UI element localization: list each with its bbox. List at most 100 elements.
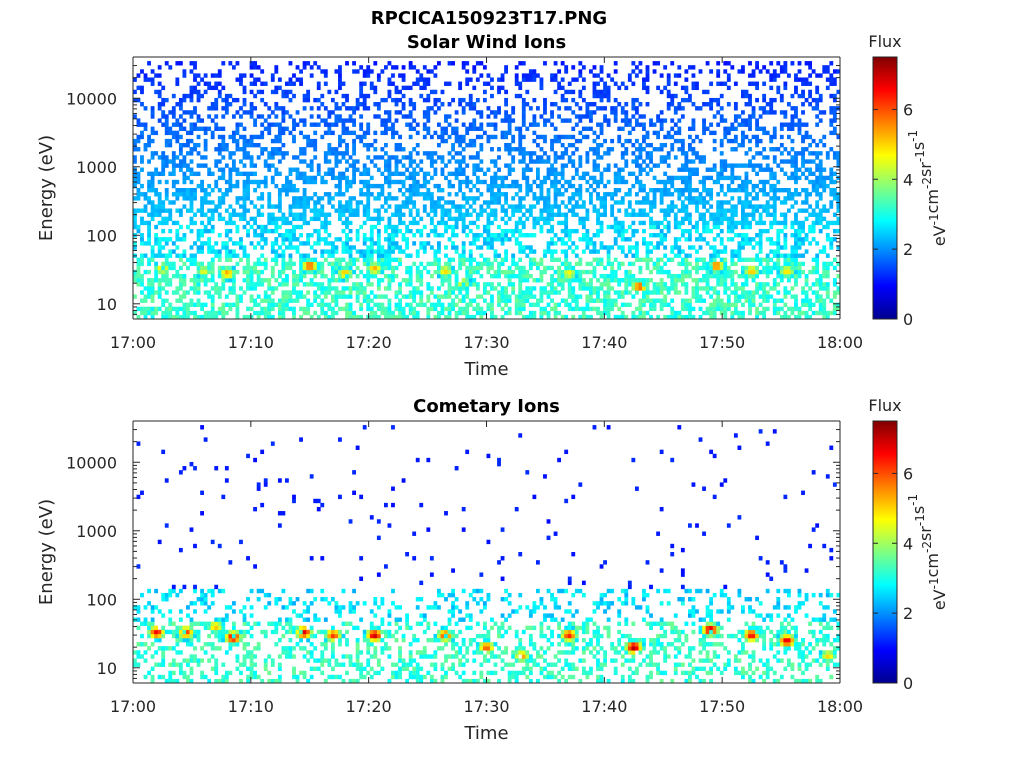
heatmap-cell: [744, 269, 749, 275]
heatmap-cell: [309, 245, 314, 250]
heatmap-cell: [596, 192, 600, 197]
heatmap-cell: [419, 183, 424, 189]
heatmap-cell: [500, 314, 505, 320]
figure-title: RPCICA150923T17.PNG: [371, 8, 607, 29]
heatmap-cell: [150, 106, 155, 111]
heatmap-cell: [334, 114, 339, 119]
heatmap-cell: [369, 273, 374, 279]
heatmap-cell: [313, 273, 318, 279]
heatmap-cell: [698, 138, 703, 144]
heatmap-cell: [224, 249, 229, 254]
heatmap-cell: [362, 192, 367, 197]
heatmap-cell: [366, 171, 371, 177]
heatmap-cell: [193, 142, 197, 148]
heatmap-cell: [140, 208, 144, 213]
heatmap-cell: [235, 269, 240, 275]
heatmap-cell: [514, 65, 519, 70]
heatmap-cell: [366, 298, 371, 303]
heatmap-cell: [546, 249, 551, 254]
heatmap-cell: [521, 204, 526, 209]
heatmap-cell: [744, 196, 749, 201]
heatmap-cell: [313, 179, 318, 185]
heatmap-cell: [733, 102, 738, 107]
heatmap-cell: [472, 138, 477, 144]
heatmap-cell: [154, 269, 159, 275]
heatmap-cell: [341, 245, 346, 250]
heatmap-cell: [373, 102, 378, 107]
heatmap-cell: [154, 171, 159, 177]
heatmap-cell: [511, 106, 516, 111]
heatmap-cell: [511, 269, 516, 275]
heatmap-cell: [235, 167, 240, 172]
heatmap-cell: [514, 126, 519, 131]
heatmap-cell: [571, 290, 576, 295]
heatmap-cell: [493, 134, 498, 140]
heatmap-cell: [440, 278, 445, 283]
heatmap-cell: [345, 61, 349, 66]
heatmap-cell: [412, 204, 417, 209]
heatmap-cell: [564, 188, 569, 193]
heatmap-cell: [444, 245, 448, 250]
heatmap-cell: [748, 302, 752, 308]
heatmap-cell: [295, 155, 300, 160]
heatmap-cell: [387, 163, 392, 168]
heatmap-cell: [401, 106, 406, 111]
heatmap-cell: [260, 130, 265, 136]
heatmap-cell: [627, 77, 632, 82]
heatmap-cell: [133, 77, 137, 82]
heatmap-cell: [249, 224, 254, 230]
heatmap-cell: [705, 200, 710, 205]
heatmap-cell: [380, 310, 385, 316]
heatmap-cell: [737, 175, 742, 181]
heatmap-cell: [652, 200, 657, 205]
heatmap-cell: [376, 306, 381, 312]
heatmap-cell: [546, 208, 551, 213]
heatmap-cell: [394, 163, 399, 168]
heatmap-cell: [193, 278, 197, 283]
heatmap-cell: [306, 241, 311, 246]
heatmap-cell: [730, 212, 735, 217]
heatmap-cell: [744, 102, 749, 107]
heatmap-cell: [461, 65, 466, 70]
heatmap-cell: [203, 302, 208, 308]
heatmap-cell: [723, 208, 728, 213]
heatmap-cell: [716, 269, 721, 275]
heatmap-cell: [585, 179, 590, 185]
heatmap-cell: [369, 192, 374, 197]
heatmap-cell: [567, 208, 572, 213]
heatmap-cell: [239, 204, 243, 209]
heatmap-cell: [270, 204, 275, 209]
heatmap-cell: [391, 269, 395, 275]
heatmap-cell: [352, 61, 356, 66]
heatmap-cell: [677, 196, 682, 201]
heatmap-cell: [231, 253, 236, 258]
heatmap-cell: [553, 249, 558, 254]
heatmap-cell: [712, 237, 717, 242]
heatmap-cell: [451, 265, 455, 271]
heatmap-cell: [567, 200, 572, 205]
heatmap-cell: [567, 233, 572, 238]
heatmap-cell: [631, 97, 636, 103]
heatmap-cell: [546, 155, 551, 160]
heatmap-cell: [288, 77, 293, 82]
heatmap-cell: [429, 261, 434, 267]
heatmap-cell: [461, 138, 466, 144]
heatmap-cell: [458, 306, 463, 312]
heatmap-cell: [666, 192, 671, 197]
heatmap-cell: [253, 163, 258, 168]
heatmap-cell: [239, 237, 243, 242]
heatmap-cell: [221, 126, 226, 131]
heatmap-cell: [688, 310, 692, 316]
heatmap-cell: [383, 159, 388, 164]
heatmap-cell: [518, 200, 523, 205]
heatmap-cell: [472, 257, 477, 262]
heatmap-cell: [578, 183, 583, 189]
heatmap-cell: [288, 179, 293, 185]
heatmap-cell: [589, 241, 593, 246]
heatmap-cell: [277, 130, 282, 136]
heatmap-cell: [574, 138, 579, 144]
heatmap-cell: [684, 155, 689, 160]
heatmap-cell: [164, 237, 169, 242]
heatmap-cell: [253, 310, 258, 316]
heatmap-cell: [412, 126, 417, 131]
